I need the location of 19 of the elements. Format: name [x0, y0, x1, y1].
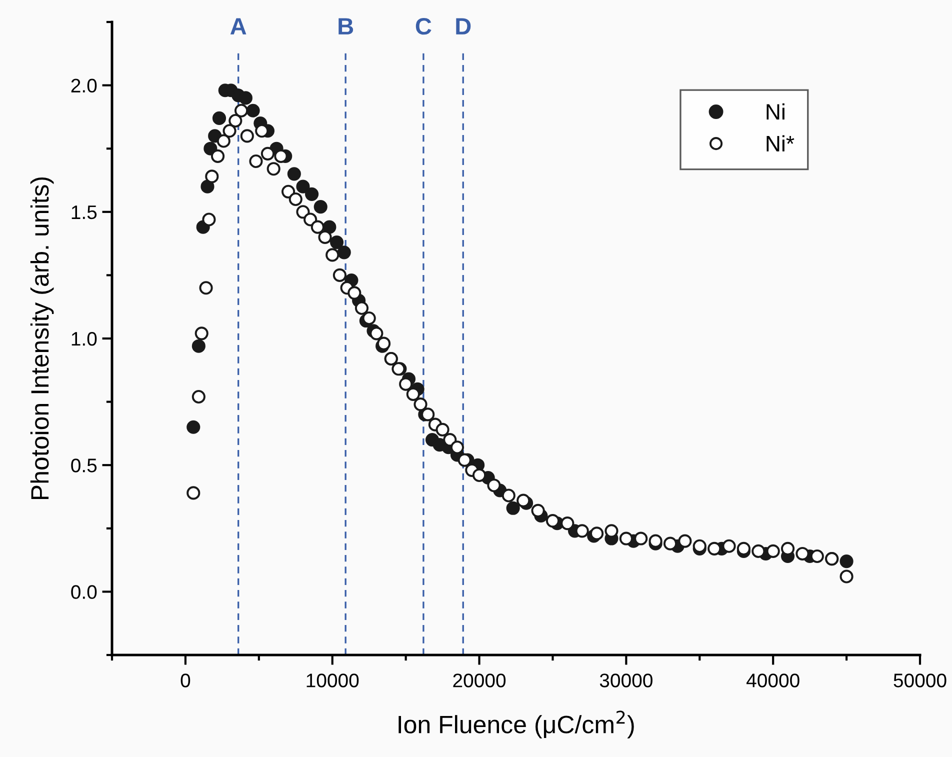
legend-label: Ni*	[766, 135, 794, 152]
y-tick-label: 1.5	[72, 206, 97, 220]
ref-line-label: A	[230, 18, 246, 34]
y-tick-label: 1.0	[72, 332, 97, 346]
y-tick-label: 0.5	[71, 458, 97, 472]
x-tick-label: 20000	[453, 674, 506, 688]
ref-line-label: C	[416, 18, 432, 35]
y-tick-label: 2.0	[71, 78, 97, 93]
ref-line-label: D	[456, 18, 471, 34]
x-tick-label: 0	[180, 674, 190, 688]
x-tick-label: 30000	[600, 674, 652, 688]
x-axis-title: Ion Fluence (μC/cm$^{2}$)	[398, 710, 634, 738]
y-axis-title: Photoion Intensity (arb. units)	[30, 177, 54, 500]
y-tick-label: 0.0	[71, 585, 97, 599]
x-tick-label: 40000	[746, 674, 800, 688]
legend-label: Ni	[766, 103, 784, 120]
x-tick-label: 10000	[306, 674, 359, 688]
x-tick-label: 50000	[894, 674, 946, 688]
ref-line-label: B	[338, 18, 354, 34]
